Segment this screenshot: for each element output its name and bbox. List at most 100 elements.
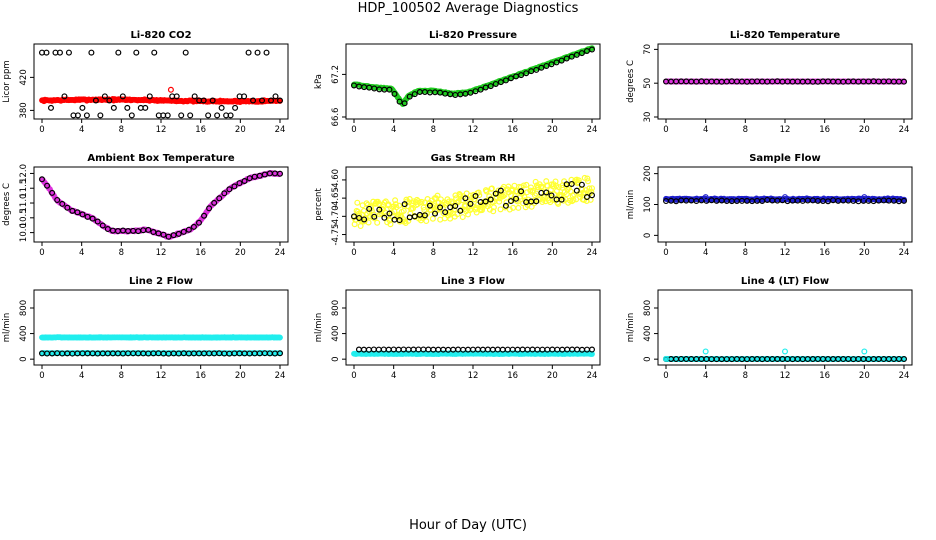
x-tick-label: 0 — [351, 248, 356, 258]
data-point — [241, 93, 248, 100]
x-tick-label: 12 — [780, 125, 791, 135]
data-point — [101, 93, 108, 100]
x-tick-label: 0 — [39, 248, 44, 258]
x-tick-label: 16 — [507, 371, 518, 381]
x-tick-label: 0 — [39, 371, 44, 381]
panel-2: Li-820 Pressure kPa 0 4 8 12 16 20 24 66.6 67.2 — [314, 30, 601, 135]
y-tick-label: 66.6 — [331, 108, 341, 127]
data-point — [386, 86, 393, 93]
panel-title: Ambient Box Temperature — [87, 153, 234, 164]
data-point — [538, 64, 545, 71]
data-point — [482, 84, 489, 91]
y-tick-label: 0 — [643, 233, 653, 238]
x-tick-label: 12 — [780, 248, 791, 258]
data-point — [391, 90, 398, 97]
x-tick-label: 8 — [743, 125, 748, 135]
x-tick-label: 16 — [507, 125, 518, 135]
y-tick-label: 11.0 — [19, 194, 29, 213]
x-tick-label: 12 — [156, 125, 167, 135]
data-point — [61, 93, 68, 100]
y-axis-label: percent — [314, 188, 324, 221]
x-tick-label: 12 — [156, 248, 167, 258]
data-point — [588, 46, 595, 53]
data-point — [558, 57, 565, 64]
x-tick-label: 16 — [195, 125, 206, 135]
y-axis-label: degrees C — [2, 183, 12, 226]
x-tick-label: 20 — [235, 125, 246, 135]
data-point — [523, 70, 530, 77]
x-tick-label: 0 — [663, 371, 668, 381]
data-point — [97, 112, 104, 119]
panel-9: Line 4 (LT) Flow ml/min 0 4 8 12 16 20 24 0 400 800 — [626, 276, 913, 381]
data-point — [406, 93, 413, 100]
x-tick-label: 4 — [391, 371, 396, 381]
data-point — [227, 112, 234, 119]
x-tick-label: 0 — [351, 371, 356, 381]
data-point — [167, 86, 174, 93]
data-point — [259, 97, 266, 104]
x-tick-label: 16 — [507, 248, 518, 258]
y-axis-label: kPa — [314, 74, 324, 89]
x-tick-label: 4 — [79, 125, 84, 135]
data-point — [124, 104, 131, 111]
y-tick-label: 100 — [643, 196, 653, 212]
y-tick-label: 10.5 — [19, 208, 29, 227]
data-point — [250, 97, 257, 104]
data-point — [182, 49, 189, 56]
y-tick-label: 50 — [643, 78, 653, 89]
x-tick-label: 8 — [431, 125, 436, 135]
data-point — [396, 98, 403, 105]
data-point — [214, 112, 221, 119]
data-point — [277, 97, 284, 104]
data-point — [497, 79, 504, 86]
data-point — [472, 88, 479, 95]
data-point — [429, 215, 436, 222]
y-tick-label: 400 — [643, 325, 653, 341]
data-point — [88, 49, 95, 56]
x-tick-label: 16 — [819, 125, 830, 135]
x-tick-label: 0 — [663, 125, 668, 135]
data-point — [548, 61, 555, 68]
x-tick-label: 20 — [859, 248, 870, 258]
data-point — [83, 112, 90, 119]
data-point — [268, 97, 275, 104]
data-point — [43, 49, 50, 56]
data-point — [74, 112, 81, 119]
x-tick-label: 12 — [468, 371, 479, 381]
y-tick-label: 67.2 — [331, 65, 341, 84]
data-point — [568, 53, 575, 60]
y-tick-label: -4.60 — [331, 169, 341, 191]
x-axis-title: Hour of Day (UTC) — [409, 518, 527, 533]
x-tick-label: 24 — [587, 371, 598, 381]
data-point — [507, 75, 514, 82]
data-point — [553, 59, 560, 66]
data-point — [254, 49, 261, 56]
data-point — [357, 223, 364, 230]
panel-4: Ambient Box Temperature degrees C 0 4 8 12 16 2… — [2, 153, 289, 258]
plot-frame — [657, 166, 913, 243]
x-tick-label: 8 — [119, 248, 124, 258]
panel-title: Line 4 (LT) Flow — [741, 276, 829, 287]
panel-8: Line 3 Flow ml/min 0 4 8 12 16 20 24 0 400 800 — [314, 276, 601, 381]
data-point — [79, 104, 86, 111]
x-tick-label: 20 — [547, 125, 558, 135]
x-tick-label: 16 — [819, 371, 830, 381]
y-tick-label: 400 — [19, 325, 29, 341]
y-tick-label: 70 — [643, 44, 653, 55]
x-tick-label: 16 — [195, 371, 206, 381]
y-axis-label: ml/min — [626, 190, 636, 220]
x-tick-label: 20 — [547, 371, 558, 381]
y-tick-label: 30 — [643, 112, 653, 123]
plot-frame — [345, 43, 601, 120]
x-tick-label: 12 — [780, 371, 791, 381]
data-point — [187, 112, 194, 119]
panel-title: Sample Flow — [749, 153, 821, 164]
data-point — [151, 49, 158, 56]
series-all — [351, 45, 595, 107]
y-axis-label: Licor ppm — [2, 60, 12, 102]
x-tick-label: 20 — [235, 371, 246, 381]
data-point — [245, 49, 252, 56]
panel-title: Li-820 Pressure — [429, 30, 517, 41]
y-axis-label: ml/min — [314, 313, 324, 343]
